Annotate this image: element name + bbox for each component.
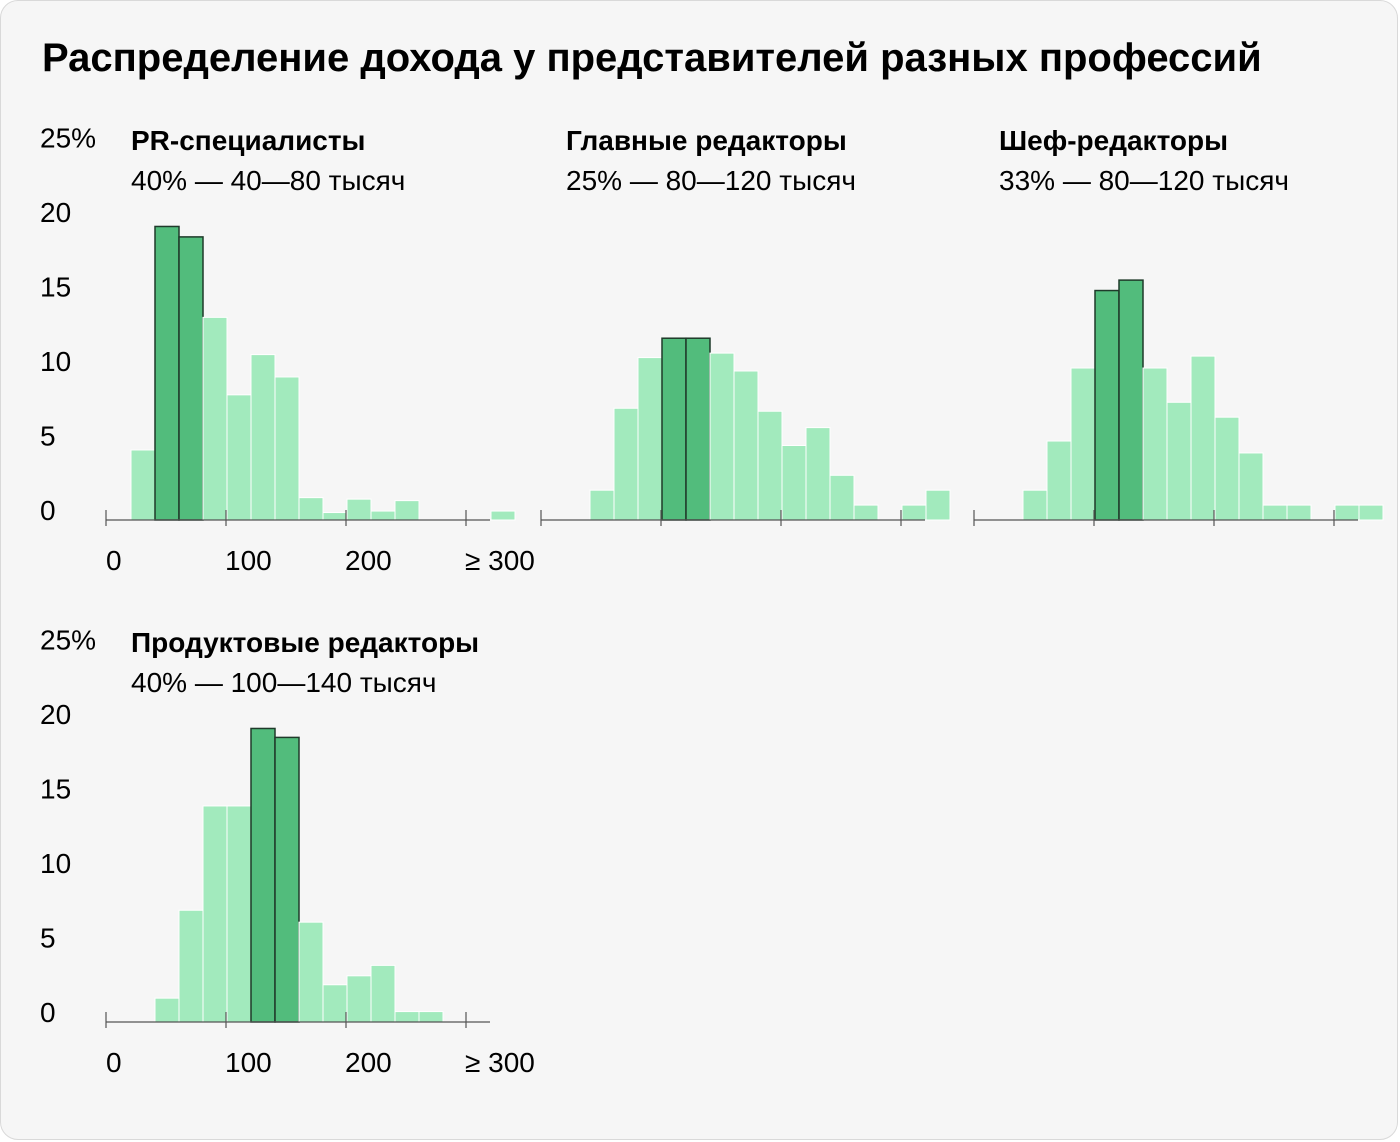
panel-subtitle: 33% — 80—120 тысяч (999, 165, 1289, 196)
histogram-bar (805, 427, 831, 521)
histogram-bar (1142, 367, 1168, 521)
y-tick-label: 25% (40, 123, 96, 154)
histogram-bar (298, 497, 324, 521)
y-tick-label: 5 (40, 421, 56, 452)
y-tick-label: 15 (40, 774, 71, 805)
histogram-bar (346, 498, 372, 521)
panel-title: Продуктовые редакторы (131, 627, 479, 658)
y-tick-label: 0 (40, 997, 56, 1028)
panel-title: PR-специалисты (131, 125, 365, 156)
histogram-bar (226, 394, 252, 521)
x-tick-label: 100 (225, 1047, 272, 1078)
histogram-bar-highlight (250, 727, 276, 1023)
histogram-bar-highlight (178, 236, 204, 521)
histogram-bar (370, 510, 396, 521)
histogram-bar (202, 316, 228, 521)
histogram-bar (1046, 440, 1072, 521)
y-tick-label: 15 (40, 272, 71, 303)
y-tick-label: 10 (40, 848, 71, 879)
histogram-bar (274, 376, 300, 521)
x-tick-label: 0 (106, 1047, 122, 1078)
histogram-bar (394, 1011, 420, 1023)
histogram-bar (1166, 401, 1192, 521)
histogram-bar-highlight (154, 225, 180, 521)
histogram-bar (370, 964, 396, 1023)
histogram-bar (226, 805, 252, 1023)
histogram-bar (1238, 452, 1264, 521)
histogram-bar (1070, 367, 1096, 521)
x-tick-label: 200 (345, 1047, 392, 1078)
page-title: Распределение дохода у представителей ра… (42, 36, 1262, 80)
histogram-bar-highlight (1094, 289, 1120, 521)
histogram-bar (130, 449, 156, 521)
histogram-bar (178, 909, 204, 1023)
panel-subtitle: 40% — 100—140 тысяч (131, 667, 437, 698)
panel-subtitle: 40% — 40—80 тысяч (131, 165, 405, 196)
y-tick-label: 0 (40, 495, 56, 526)
x-tick-label: 100 (225, 545, 272, 576)
histogram-bar (1214, 416, 1240, 521)
panel-subtitle: 25% — 80—120 тысяч (566, 165, 856, 196)
histogram-bar (613, 407, 639, 521)
histogram-bar (781, 445, 807, 521)
histogram-bar (394, 500, 420, 521)
x-tick-label: 200 (345, 545, 392, 576)
histogram-bar (202, 805, 228, 1023)
histogram-bar-highlight (661, 337, 687, 521)
histogram-bar (733, 370, 759, 521)
panel-title: Шеф-редакторы (999, 125, 1228, 156)
y-tick-label: 25% (40, 625, 96, 656)
y-tick-label: 20 (40, 699, 71, 730)
histogram-bar (1334, 504, 1360, 521)
histogram-bar (589, 489, 615, 521)
histogram-bar (925, 489, 951, 521)
histogram-bar (346, 975, 372, 1023)
histogram-bar (853, 504, 879, 521)
histogram-bar (1286, 504, 1312, 521)
histogram-bar-highlight (1118, 279, 1144, 521)
x-tick-label: ≥ 300 (465, 545, 535, 576)
x-tick-label: 0 (106, 545, 122, 576)
histogram-bar (829, 474, 855, 521)
y-tick-label: 20 (40, 197, 71, 228)
histogram-bar (250, 354, 276, 521)
x-tick-label: ≥ 300 (465, 1047, 535, 1078)
histogram-bar (637, 357, 663, 521)
histogram-bar (757, 410, 783, 521)
histogram-bar (154, 997, 180, 1023)
histogram-bar (298, 921, 324, 1023)
y-tick-label: 10 (40, 346, 71, 377)
y-tick-label: 5 (40, 923, 56, 954)
histogram-bar (901, 504, 927, 521)
histogram-bar (1190, 355, 1216, 521)
histogram-bar (322, 984, 348, 1023)
panel-title: Главные редакторы (566, 125, 847, 156)
histogram-bar (1358, 504, 1384, 521)
histogram-bar-highlight (685, 337, 711, 521)
histogram-bar (322, 512, 348, 521)
histogram-bar (1262, 504, 1288, 521)
histogram-bar (490, 510, 516, 521)
histogram-bar (418, 1011, 444, 1023)
histogram-bar-highlight (274, 736, 300, 1023)
histogram-bar (709, 352, 735, 521)
histogram-bar (1022, 489, 1048, 521)
